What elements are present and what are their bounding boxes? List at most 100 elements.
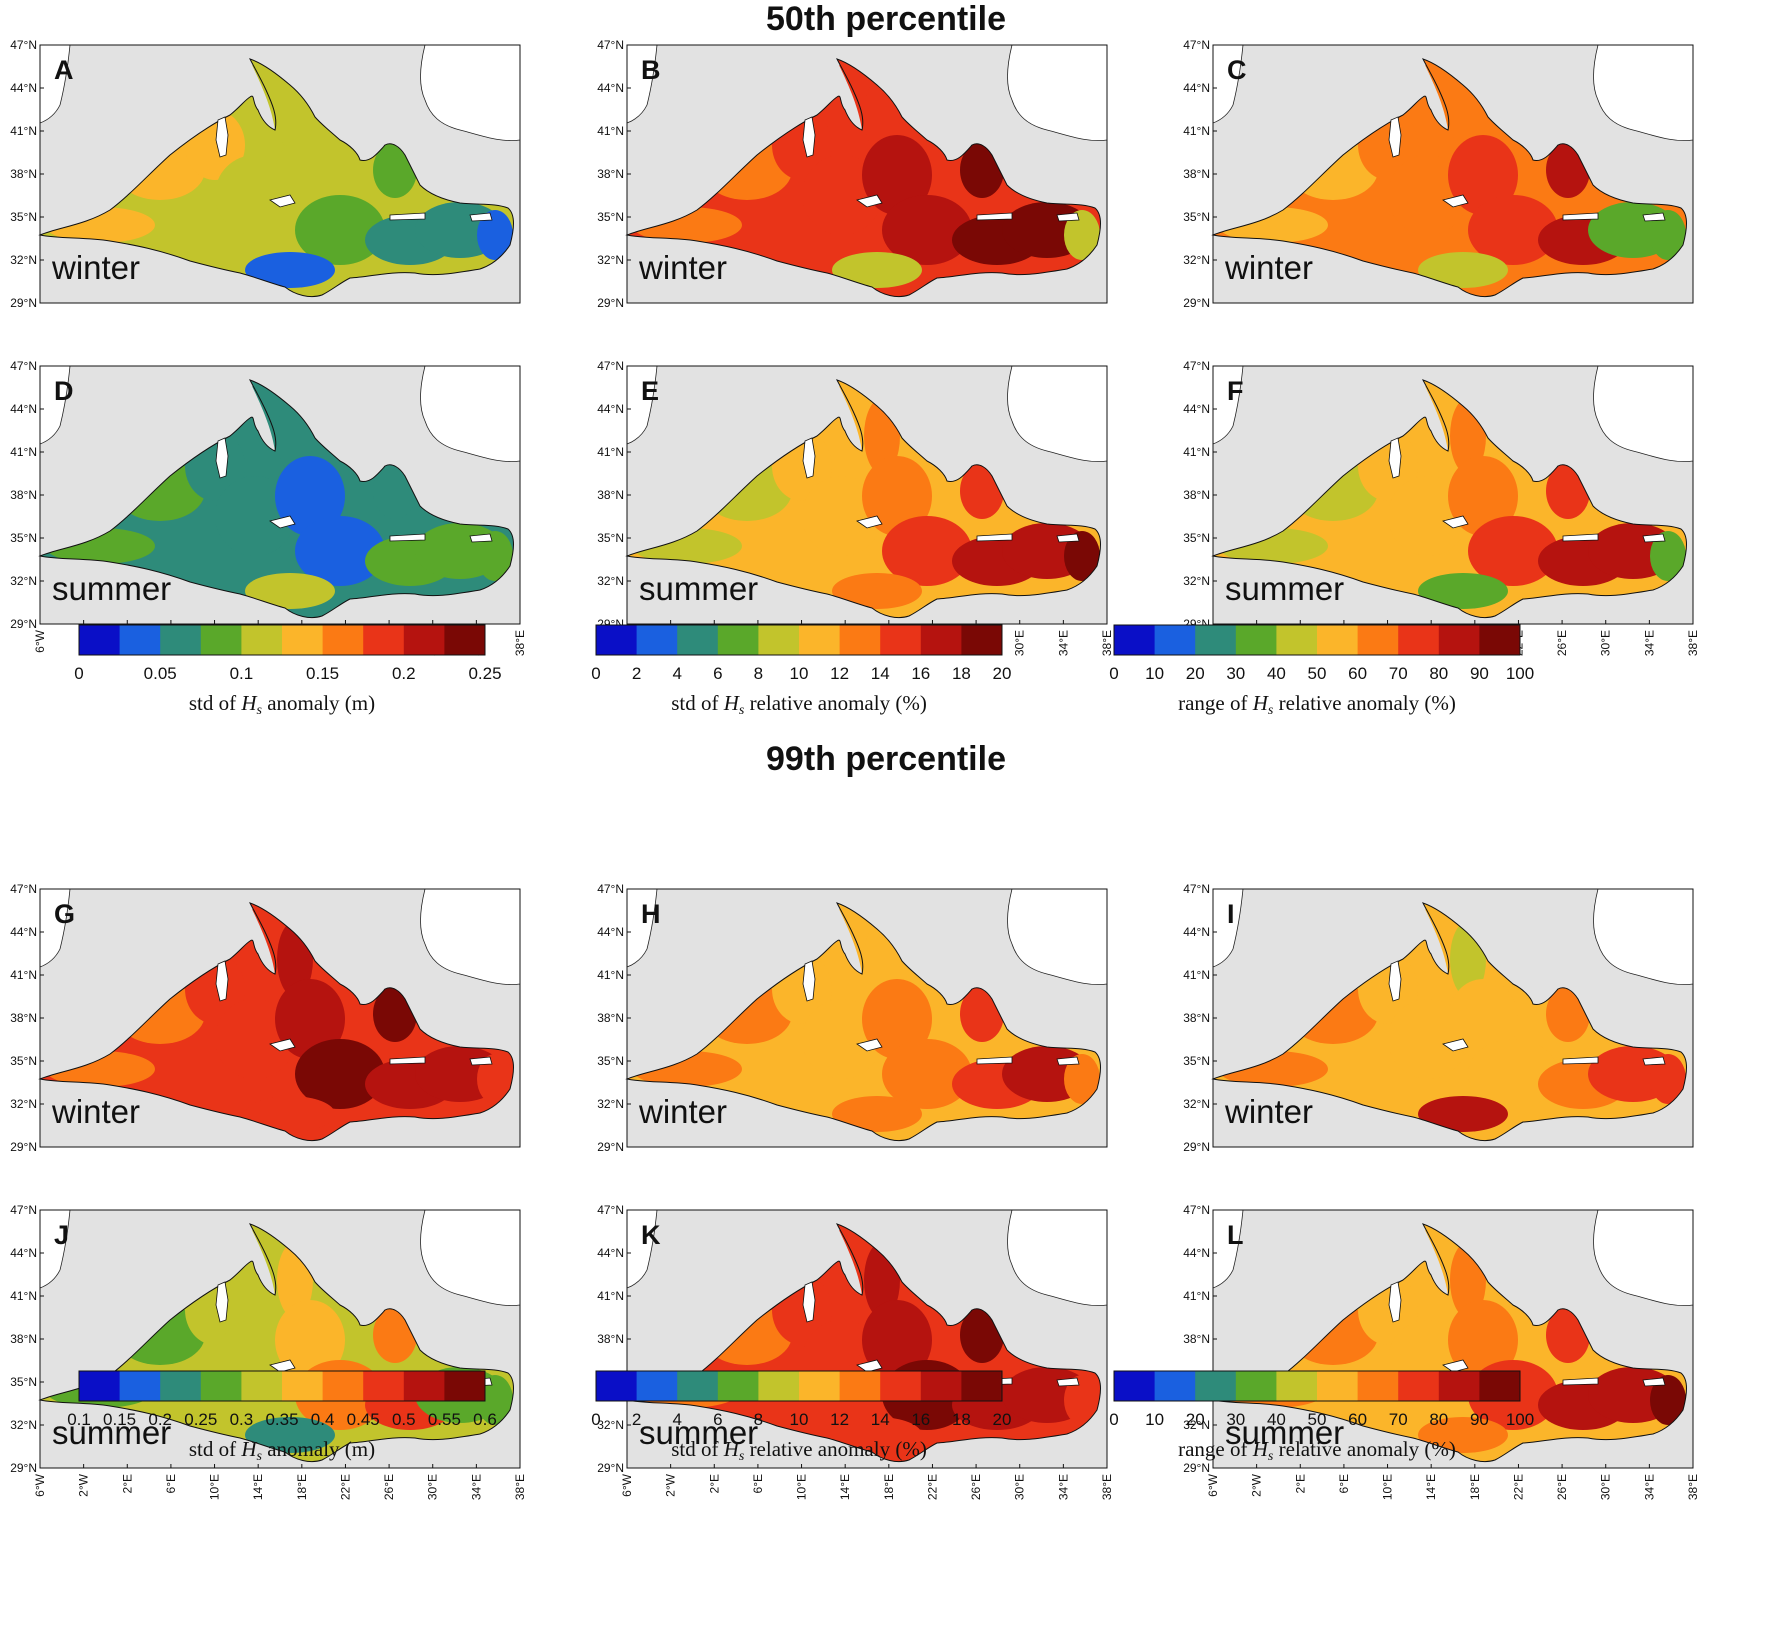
colorbar-cb3: 0 10 20 30 40 50 60 70 80 90 100 range of Hs relati… — [1084, 624, 1550, 718]
colorbar-tick-label: 6 — [713, 1410, 722, 1429]
season-label: summer — [52, 1414, 171, 1451]
lat-tick-label: 38°N — [597, 167, 624, 181]
panel-letter: G — [54, 899, 75, 929]
atlantic-region — [1212, 888, 1244, 968]
colorbar-border — [595, 1370, 1003, 1402]
atlantic-region — [39, 1209, 71, 1289]
black-sea-region — [1593, 365, 1694, 463]
lat-tick-label: 47°N — [10, 38, 37, 52]
colorbar-tick-label: 0.4 — [311, 1410, 335, 1429]
colorbar-tick-label: 0 — [591, 664, 600, 683]
corsica-sardinia-island — [802, 960, 816, 1002]
lon-tick-label: 30°E — [1599, 1474, 1613, 1500]
colorbar-tick-label: 100 — [1506, 664, 1534, 683]
colorbar-swatch — [119, 625, 161, 655]
colorbar-tick-label: 0.3 — [230, 1410, 254, 1429]
coastline — [38, 902, 514, 1142]
lat-tick-label: 44°N — [597, 1246, 624, 1260]
colorbar-tick-label: 0.15 — [306, 664, 339, 683]
colorbar-tick-label: 0.1 — [230, 664, 254, 683]
sicily-island — [1442, 194, 1469, 208]
black-sea-region — [1007, 1209, 1108, 1307]
atlantic-region — [39, 365, 71, 445]
coastline — [625, 379, 1101, 619]
colorbar-swatch — [200, 625, 242, 655]
colorbar-svg: 0 2 4 6 8 10 12 14 16 18 20 std of Hs relative anom… — [591, 624, 1011, 718]
lat-tick-label: 38°N — [597, 488, 624, 502]
coastline — [38, 379, 514, 619]
sea-color-region — [862, 135, 932, 215]
crete-island — [389, 1056, 426, 1065]
colorbar-tick-label: 30 — [1226, 664, 1245, 683]
lat-tick-label: 41°N — [1183, 445, 1210, 459]
atlantic-region — [1212, 1209, 1244, 1289]
colorbar-cb1: 0 0.05 0.1 0.15 0.2 0.25 std of Hs anomaly (m) — [49, 624, 515, 718]
lat-tick-label: 41°N — [10, 968, 37, 982]
colorbar-tick-label: 0.45 — [347, 1410, 380, 1429]
colorbar-tick-label: 14 — [871, 1410, 890, 1429]
lon-tick-label: 10°E — [795, 1474, 809, 1500]
lat-tick-label: 32°N — [1183, 1418, 1210, 1432]
lat-tick-label: 29°N — [597, 296, 624, 310]
lat-tick-label: 29°N — [1183, 1461, 1210, 1475]
lon-tick-label: 30°E — [1013, 1474, 1027, 1500]
lat-tick-label: 38°N — [1183, 488, 1210, 502]
lat-tick-label: 29°N — [10, 617, 37, 631]
corsica-sardinia-island — [1388, 960, 1402, 1002]
sea-color-region — [1418, 573, 1508, 609]
colorbar-swatch — [1114, 1371, 1156, 1401]
lat-tick-label: 35°N — [597, 1054, 624, 1068]
cyprus-island — [469, 1056, 493, 1066]
lat-tick-label: 35°N — [10, 1375, 37, 1389]
lat-tick-label: 47°N — [1183, 882, 1210, 896]
colorbar-tick-label: 0.35 — [265, 1410, 298, 1429]
sea-color-region — [1064, 1054, 1100, 1104]
sea-color-region — [275, 979, 345, 1059]
colorbar-tick-label: 0.55 — [428, 1410, 461, 1429]
colorbar-label: std of Hs anomaly (m) — [189, 1437, 375, 1464]
colorbar-tick-label: 10 — [1145, 1410, 1164, 1429]
lat-tick-label: 29°N — [1183, 296, 1210, 310]
colorbar-border — [595, 624, 1003, 656]
lat-tick-label: 38°N — [1183, 1011, 1210, 1025]
sea-color-region — [1064, 531, 1100, 581]
sea-color-region — [245, 1096, 335, 1132]
colorbar-tick-label: 0 — [74, 664, 83, 683]
coastline — [38, 1223, 514, 1463]
lon-tick-label: 2°W — [77, 1473, 91, 1496]
colorbar-swatch — [363, 625, 405, 655]
colorbar-tick-label: 20 — [1186, 664, 1205, 683]
map-svg-f: 47°N44°N41°N38°N35°N32°N29°N6°W2°W2°E6°E… — [1183, 359, 1700, 656]
colorbar-swatch — [1357, 1371, 1399, 1401]
lat-tick-label: 35°N — [1183, 210, 1210, 224]
lat-tick-label: 35°N — [1183, 531, 1210, 545]
colorbar-swatch — [241, 625, 283, 655]
lat-tick-label: 44°N — [1183, 402, 1210, 416]
corsica-sardinia-island — [802, 116, 816, 158]
colorbar-swatch — [920, 1371, 962, 1401]
colorbar-tick-label: 0.15 — [103, 1410, 136, 1429]
sicily-island — [856, 194, 883, 208]
lat-tick-label: 41°N — [597, 1289, 624, 1303]
season-label: winter — [638, 1093, 727, 1130]
map-svg-j: 47°N 44°N 41°N 38°N 35°N 32°N 29°N6°W 2°W 2°E 6°E… — [10, 1203, 527, 1500]
season-label: winter — [1224, 1093, 1313, 1130]
lon-tick-label: 2°W — [664, 1473, 678, 1496]
lat-tick-label: 32°N — [597, 574, 624, 588]
colorbar-tick-label: 100 — [1506, 1410, 1534, 1429]
map-svg-l: 47°N44°N41°N38°N35°N32°N29°N6°W2°W2°E6°E… — [1183, 1203, 1700, 1500]
colorbar-tick-label: 70 — [1389, 664, 1408, 683]
lat-tick-label: 41°N — [597, 124, 624, 138]
colorbar-swatch — [1235, 625, 1277, 655]
panel-letter: F — [1227, 376, 1244, 406]
season-label: summer — [1225, 570, 1344, 607]
section-title-99th: 99th percentile — [766, 740, 1006, 778]
colorbar-svg: 0.1 0.15 0.2 0.25 0.3 0.35 0.4 0.45 0.5 0.55 0.6 st… — [67, 1370, 497, 1464]
colorbar-swatch — [799, 1371, 841, 1401]
lat-tick-label: 32°N — [10, 574, 37, 588]
